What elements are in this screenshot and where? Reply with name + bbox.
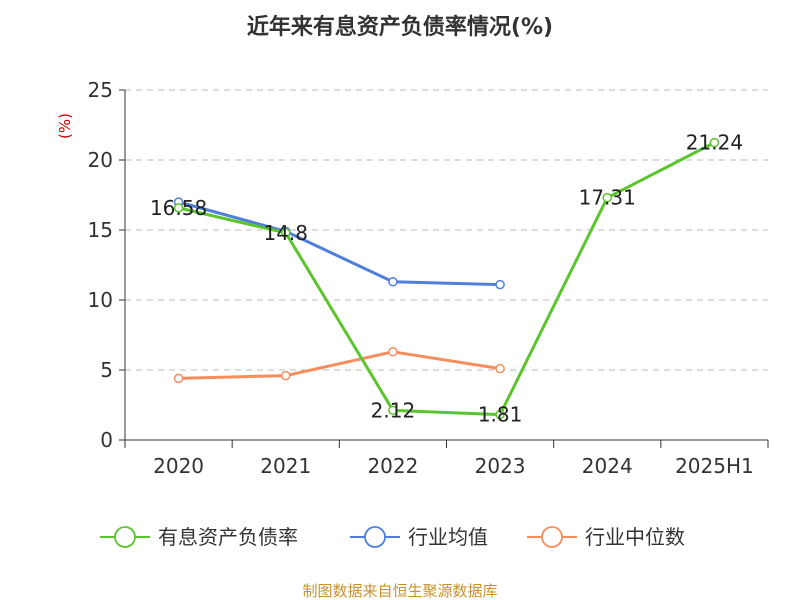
data-label: 2.12 bbox=[371, 398, 416, 422]
y-tick-label: 25 bbox=[88, 78, 113, 102]
source-note: 制图数据来自恒生聚源数据库 bbox=[302, 582, 497, 600]
y-tick-label: 0 bbox=[100, 428, 113, 452]
x-tick-label: 2025H1 bbox=[675, 454, 754, 478]
data-point bbox=[173, 203, 184, 213]
legend-marker bbox=[364, 526, 386, 548]
y-tick-label: 5 bbox=[100, 358, 113, 382]
series-group bbox=[173, 137, 720, 420]
legend[interactable]: 有息资产负债率 行业均值 行业中位数 bbox=[100, 525, 685, 549]
data-point bbox=[709, 137, 720, 148]
axes: 0 5 10 15 20 25 2020 2021 2022 2023 2024 2025H1 bbox=[88, 78, 769, 478]
data-label: 16.58 bbox=[150, 196, 207, 220]
data-label: 17.31 bbox=[579, 186, 636, 210]
y-tick-label: 20 bbox=[88, 148, 113, 172]
series-2 bbox=[173, 347, 505, 384]
data-labels: 16.58 14.8 2.12 1.81 17.31 21.24 bbox=[150, 131, 743, 427]
data-label: 21.24 bbox=[686, 131, 743, 155]
legend-item-0[interactable]: 有息资产负债率 bbox=[100, 525, 298, 549]
y-tick-label: 10 bbox=[88, 288, 113, 312]
series-line bbox=[178, 141, 716, 417]
legend-marker bbox=[114, 526, 136, 548]
legend-marker bbox=[541, 526, 563, 548]
x-tick-label: 2023 bbox=[475, 454, 526, 478]
series-1 bbox=[173, 197, 505, 290]
data-label: 14.8 bbox=[263, 221, 308, 245]
data-point bbox=[602, 192, 612, 203]
data-point bbox=[281, 228, 291, 238]
series-line bbox=[178, 200, 501, 287]
legend-label: 有息资产负债率 bbox=[158, 525, 298, 549]
legend-label: 行业均值 bbox=[408, 525, 488, 549]
legend-label: 行业中位数 bbox=[585, 525, 685, 549]
data-point bbox=[281, 370, 291, 381]
x-tick-label: 2020 bbox=[153, 454, 204, 478]
data-point bbox=[388, 277, 398, 287]
data-point bbox=[388, 347, 398, 357]
legend-item-2[interactable]: 行业中位数 bbox=[527, 525, 685, 549]
x-tick-label: 2021 bbox=[260, 454, 311, 478]
data-point bbox=[495, 279, 505, 290]
x-tick-label: 2024 bbox=[582, 454, 633, 478]
data-label: 1.81 bbox=[478, 403, 523, 427]
y-tick-label: 15 bbox=[88, 218, 113, 242]
data-point bbox=[388, 405, 398, 416]
legend-item-1[interactable]: 行业均值 bbox=[350, 525, 488, 549]
data-point bbox=[495, 363, 505, 374]
chart-title: 近年来有息资产负债率情况(%) bbox=[247, 14, 553, 40]
series-0 bbox=[173, 137, 720, 420]
data-point bbox=[173, 373, 184, 384]
grid-lines bbox=[125, 89, 768, 371]
x-tick-label: 2022 bbox=[367, 454, 418, 478]
series-line bbox=[178, 350, 501, 380]
data-point bbox=[495, 409, 505, 420]
y-unit-label: (%) bbox=[56, 113, 74, 139]
